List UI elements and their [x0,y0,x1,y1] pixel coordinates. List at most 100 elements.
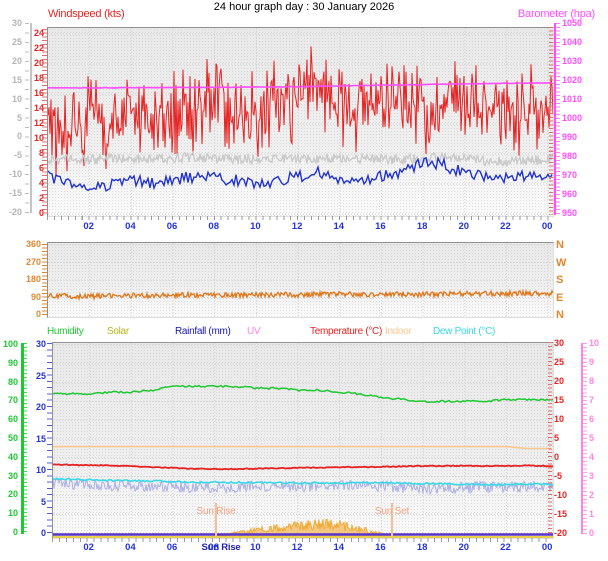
hour-label-bottom: 14 [333,542,345,553]
temperature-axis-label: 20 [554,376,565,386]
temperature-axis-ticks [548,342,552,535]
direction-axis-label: 360 [25,239,41,249]
wind-speed-axis-label: 16 [33,88,44,98]
hour-label-bottom: 12 [291,542,303,553]
wind-outer-axis-label: -10 [8,169,22,180]
barometer-axis-label: 1050 [562,18,583,28]
hour-label-bottom: 02 [83,542,94,553]
legend-temperature-c: Temperature (°C) [310,326,382,337]
temperature-axis-label: -15 [554,509,568,519]
temperature-axis-label: 10 [554,414,565,424]
humidity-axis-label: 60 [7,414,18,425]
rainfall-axis-label: 20 [35,402,46,412]
sunrise-label: Sun Rise [196,506,236,517]
hour-label-bottom: 10 [250,542,261,553]
wind_average_kts-trace [48,156,553,192]
direction-axis-ticks [42,244,47,315]
barometer-axis-label: 1040 [562,37,583,47]
climate-traces [53,343,553,538]
barometer-axis-spine [554,23,556,215]
barometer-axis-label: 1030 [562,56,583,66]
wind-outer-axis-label: -15 [8,188,22,199]
uv-axis-label: 8 [589,376,595,386]
hour-label-bottom: 20 [458,542,470,553]
temperature-axis-label: -5 [554,471,563,481]
wind-speed-axis-label: 2 [39,193,44,203]
compass-axis-label: N [556,239,564,251]
humidity-axis-label: 50 [7,433,18,443]
wind-speed-axis-label: 24 [33,28,44,38]
wind-outer-axis-label: 5 [16,112,22,123]
wind-outer-axis-label: 25 [11,36,22,47]
hour-label-top: 08 [208,221,219,232]
wind-speed-axis-label: 14 [33,103,44,113]
wind-speed-axis-label: 0 [39,208,44,218]
hour-label-bottom: 00 [541,542,553,553]
hour-label-top: 00 [541,221,553,232]
hour-label-top: 14 [333,221,345,232]
rainfall-axis-label: 15 [35,433,46,444]
wind-speed-axis-label: 22 [33,43,44,53]
humidity-axis-label: 10 [7,508,18,519]
hour-label-bottom: 06 [166,542,178,553]
uv-axis-label: 1 [589,509,595,519]
hour-label-bottom: 08 [208,542,219,553]
wind-outer-axis-label: 15 [11,74,22,85]
barometer-axis-label: 960 [562,189,578,199]
barometer-axis-label: 1010 [562,94,583,104]
humidity-axis-label: 90 [7,357,18,368]
legend-indoor: Indoor [385,326,412,337]
humidity-axis-label: 80 [7,376,18,387]
legend-dew-point-c: Dew Point (°C) [433,326,496,337]
legend-solar: Solar [107,326,129,337]
wind_direction_deg-trace [48,288,553,302]
sunrise-marker-line [215,503,217,537]
humidity-axis-ticks [24,343,27,534]
humidity-axis-label: 30 [7,470,18,481]
temperature-axis-label: -20 [554,528,568,538]
temperature-axis-label: 15 [554,395,565,405]
hour-label-top: 18 [416,221,428,232]
wind-outer-axis-ticks [25,23,29,213]
barometer-axis-label: 1000 [562,113,583,123]
dew_point_c-trace [53,477,553,487]
hour-label-top: 06 [166,221,178,232]
wind-speed-axis-ticks [42,29,47,215]
direction-axis-label: 90 [30,291,41,302]
rainfall-axis-label: 10 [35,465,46,475]
rainfall-axis-label: 5 [40,496,46,507]
hour-label-top: 20 [458,221,470,232]
direction-axis-label: 0 [35,309,41,319]
rainfall-axis-label: 0 [40,528,46,538]
hour-label-top: 02 [83,221,94,232]
uv-axis-label: 2 [589,490,595,500]
direction-axis-label: 180 [25,274,41,284]
hour-label-top: 04 [125,221,136,232]
bottom-x-axis-ticks [52,538,552,542]
graph-title: 24 hour graph day : 30 January 2026 [213,1,395,13]
hour-label-top: 16 [375,221,386,232]
humidity_pct-trace [53,384,553,404]
wind-outer-axis-label: 20 [11,55,22,66]
legend-humidity: Humidity [47,326,84,337]
wind_gust_kts-trace [48,46,553,177]
wind-barometer-traces [48,28,553,216]
wind-speed-axis-label: 10 [33,133,44,143]
sunset-marker-line [391,503,393,537]
wind-speed-axis-label: 18 [33,73,44,83]
uv-axis-label: 10 [589,338,600,348]
humidity-axis-label: 70 [7,395,18,406]
hour-label-top: 12 [291,221,303,232]
compass-axis-label: S [556,274,564,286]
hour-label-bottom: 16 [375,542,386,553]
wind-outer-axis-label: 30 [11,18,22,28]
humidity-axis-label: 20 [7,489,18,500]
top-x-axis-ticks [47,216,552,220]
uv-axis-label: 3 [589,471,595,481]
uv-axis-spine [581,343,583,534]
rainfall-axis-label: 25 [35,370,46,381]
wind-outer-axis-label: -5 [13,150,22,161]
temperature-axis-label: 5 [554,433,560,443]
wind-direction-trace [48,243,553,317]
